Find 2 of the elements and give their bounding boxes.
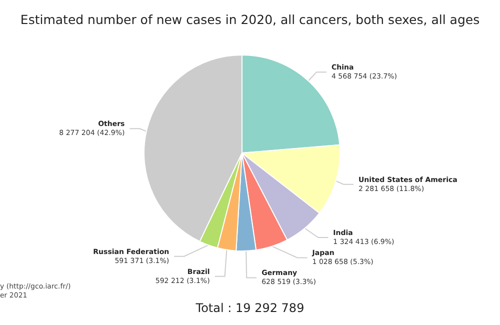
text: Total : 19 292 789 [194,301,304,315]
chart-title: Estimated number of new cases in 2020, all cancers, both sexes, all ages [20,12,480,27]
